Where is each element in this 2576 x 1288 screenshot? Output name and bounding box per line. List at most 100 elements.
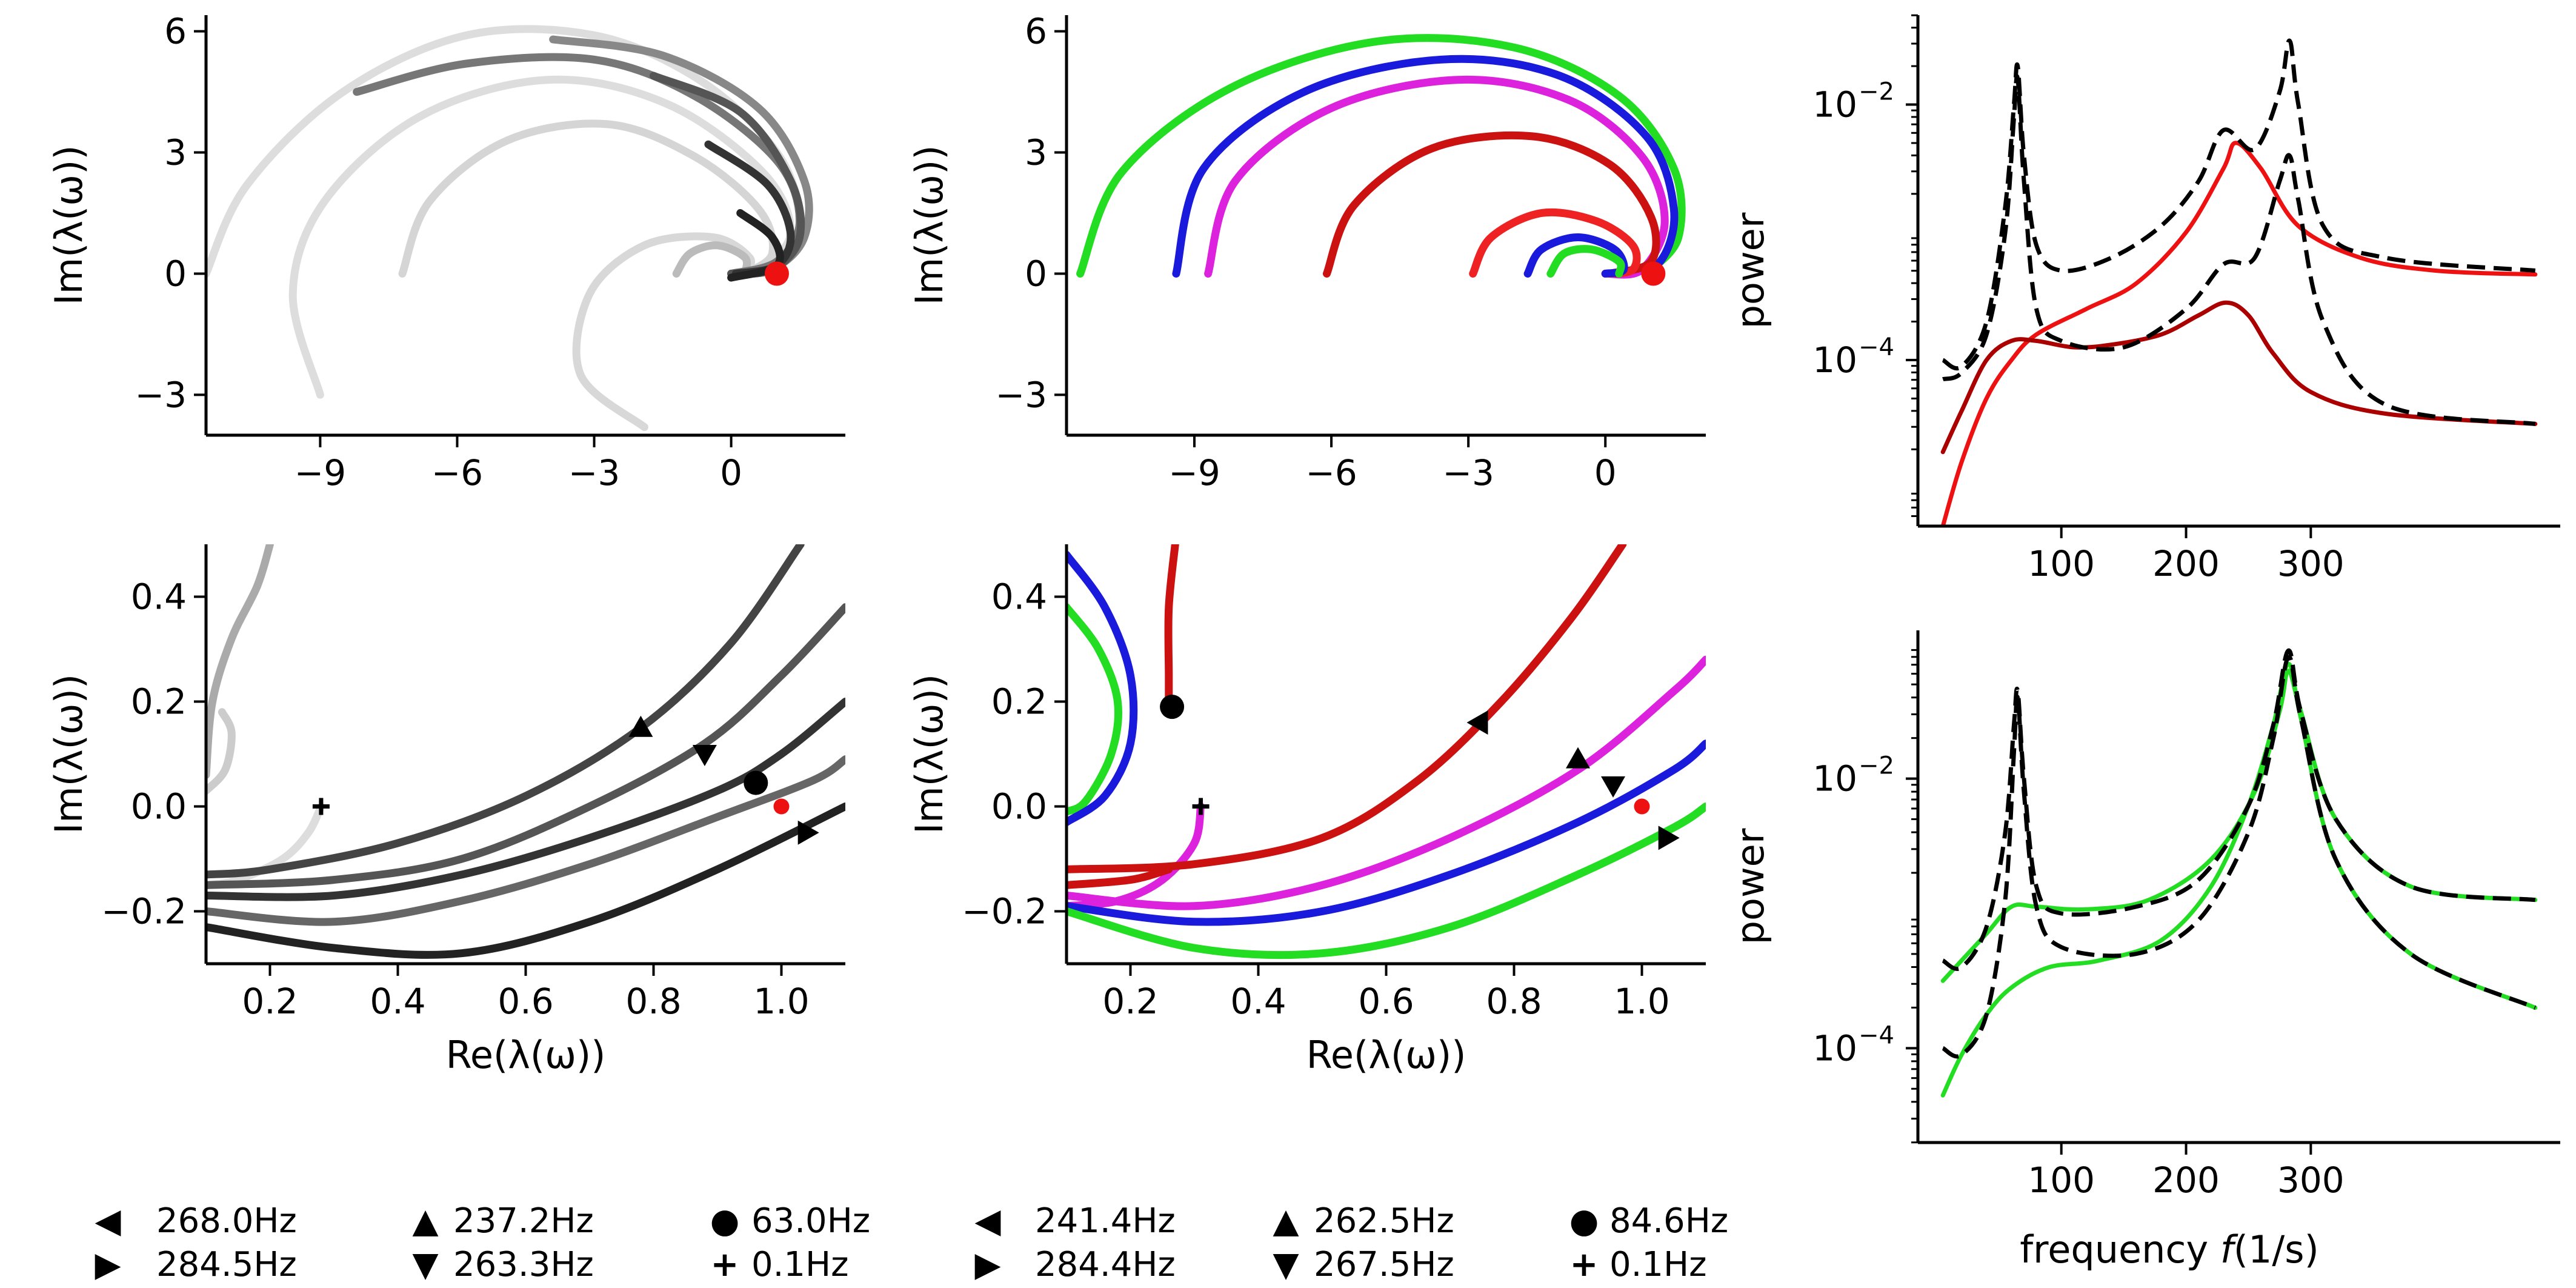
legend-symbol: ▲ bbox=[1273, 1201, 1299, 1241]
x-axis-label: frequency f(1/s) bbox=[2020, 1227, 2319, 1272]
series-line bbox=[206, 544, 274, 779]
x-tick-label: 200 bbox=[2152, 543, 2220, 584]
series-line bbox=[1067, 655, 1706, 910]
y-tick-exponent: −4 bbox=[1859, 333, 1894, 361]
y-tick-label: −3 bbox=[135, 374, 187, 415]
marker-dot bbox=[1641, 261, 1666, 286]
x-tick-label: 0 bbox=[720, 452, 742, 493]
y-tick-label: 0.2 bbox=[131, 681, 187, 722]
y-tick-label: 6 bbox=[1025, 11, 1047, 52]
series-group bbox=[1076, 34, 1686, 279]
x-tick-label: −9 bbox=[1168, 452, 1220, 493]
marker-tri-up bbox=[1566, 747, 1590, 769]
y-tick-label: 0.4 bbox=[131, 576, 187, 618]
marker-tri-down bbox=[1601, 776, 1626, 798]
legend-symbol: ▼ bbox=[1273, 1245, 1299, 1284]
legend-symbol: ▲ bbox=[412, 1201, 438, 1241]
legend-symbol: ▶ bbox=[95, 1245, 121, 1284]
x-tick-label: 0.4 bbox=[1230, 981, 1286, 1022]
legend-left: ◀ 268.0Hz ▲ 237.2Hz ● 63.0Hz ▶ 284.5Hz ▼… bbox=[95, 1201, 870, 1284]
x-tick-label: 1.0 bbox=[753, 981, 809, 1022]
panels: −9 −6 −3 0 −3 0 3 6 Im(λ(ω)) −9 −6 −3 0 −3 0 3 6 Im(λ(ω))… bbox=[47, 11, 2560, 1201]
y-tick-exponent: −4 bbox=[1859, 1021, 1894, 1049]
marker-tri-down bbox=[692, 745, 717, 766]
legend-symbol: ▼ bbox=[412, 1245, 438, 1284]
series-line bbox=[1546, 245, 1625, 278]
x-tick-label: 300 bbox=[2277, 543, 2345, 584]
legend-label: 241.4Hz bbox=[1035, 1201, 1176, 1241]
marker-tri-right bbox=[1658, 826, 1680, 850]
marker-dot bbox=[1160, 695, 1185, 719]
legend-symbol: + bbox=[1570, 1245, 1599, 1284]
legend-label: 284.4Hz bbox=[1035, 1245, 1176, 1284]
panel-bottom-left: 0.2 0.4 0.6 0.8 1.0 −0.2 0.0 0.2 0.4 Im(λ(ω)) Re(λ… bbox=[47, 544, 845, 1077]
x-tick-label: −6 bbox=[1305, 452, 1357, 493]
series-line bbox=[1067, 544, 1627, 873]
panel-top-middle: −9 −6 −3 0 −3 0 3 6 Im(λ(ω)) bbox=[907, 11, 1706, 493]
series-line bbox=[1164, 544, 1179, 711]
series-group bbox=[206, 25, 813, 432]
series-line bbox=[1067, 865, 1173, 889]
legend-label: 84.6Hz bbox=[1609, 1201, 1728, 1241]
marker-dot bbox=[744, 770, 768, 795]
series-line bbox=[1172, 55, 1679, 278]
series-line bbox=[1942, 38, 2536, 371]
x-tick-label: −9 bbox=[295, 452, 347, 493]
y-axis-label: power bbox=[1728, 212, 1772, 329]
x-tick-label: 0 bbox=[1594, 452, 1617, 493]
y-tick-label: 10 bbox=[1812, 84, 1857, 125]
series-line bbox=[206, 698, 845, 901]
y-axis-label: Im(λ(ω)) bbox=[907, 674, 951, 834]
series-group bbox=[1940, 38, 2538, 526]
series-line bbox=[1067, 802, 1706, 959]
marker-dot-small bbox=[1634, 798, 1650, 815]
series-group bbox=[1940, 648, 2538, 1098]
y-tick-label: −3 bbox=[996, 374, 1048, 415]
series-line bbox=[1940, 300, 2538, 455]
marker-plus bbox=[1192, 798, 1210, 815]
legend-symbol: ◀ bbox=[974, 1201, 1000, 1241]
series-line bbox=[206, 755, 845, 926]
x-tick-label: 0.4 bbox=[370, 981, 425, 1022]
marker-tri-up bbox=[628, 715, 653, 737]
series-line bbox=[1076, 34, 1686, 278]
series-line bbox=[1942, 74, 2536, 426]
x-axis-label: Re(λ(ω)) bbox=[446, 1033, 606, 1077]
y-tick-label: 3 bbox=[164, 132, 187, 173]
y-axis-label: Im(λ(ω)) bbox=[47, 674, 91, 834]
legend-label: 237.2Hz bbox=[453, 1201, 594, 1241]
legend-symbol: + bbox=[711, 1245, 739, 1284]
series-line bbox=[206, 802, 845, 959]
x-tick-label: −6 bbox=[431, 452, 484, 493]
x-tick-label: 200 bbox=[2152, 1160, 2220, 1201]
x-tick-label: 1.0 bbox=[1614, 981, 1669, 1022]
x-tick-label: 100 bbox=[2028, 1160, 2095, 1201]
x-tick-label: −3 bbox=[568, 452, 621, 493]
y-tick-label: 10 bbox=[1812, 758, 1857, 799]
y-tick-label: −0.2 bbox=[962, 891, 1047, 932]
legend-right: ◀ 241.4Hz ▲ 262.5Hz ● 84.6Hz ▶ 284.4Hz ▼… bbox=[974, 1201, 1728, 1284]
legend-symbol: ● bbox=[710, 1201, 740, 1241]
series-line bbox=[206, 708, 236, 795]
y-tick-label: 6 bbox=[164, 11, 187, 52]
x-tick-label: 0.2 bbox=[1102, 981, 1158, 1022]
series-line bbox=[1067, 739, 1706, 926]
x-tick-label: −3 bbox=[1442, 452, 1494, 493]
y-tick-label: 10 bbox=[1812, 1027, 1857, 1069]
y-tick-label: 0.4 bbox=[991, 576, 1047, 618]
series-line bbox=[206, 603, 845, 889]
panel-top-left: −9 −6 −3 0 −3 0 3 6 Im(λ(ω)) bbox=[47, 11, 845, 493]
series-line bbox=[572, 232, 755, 432]
x-tick-label: 0.6 bbox=[1358, 981, 1414, 1022]
series-line bbox=[1067, 603, 1122, 816]
y-axis-label: Im(λ(ω)) bbox=[907, 145, 951, 305]
marker-tri-right bbox=[797, 820, 819, 845]
series-line bbox=[1204, 75, 1669, 279]
y-tick-label: 0 bbox=[1025, 253, 1047, 294]
legend-symbol: ▶ bbox=[974, 1245, 1000, 1284]
legend: ◀ 268.0Hz ▲ 237.2Hz ● 63.0Hz ▶ 284.5Hz ▼… bbox=[95, 1201, 1728, 1284]
y-tick-label: 3 bbox=[1025, 132, 1047, 173]
x-tick-label: 0.6 bbox=[498, 981, 553, 1022]
